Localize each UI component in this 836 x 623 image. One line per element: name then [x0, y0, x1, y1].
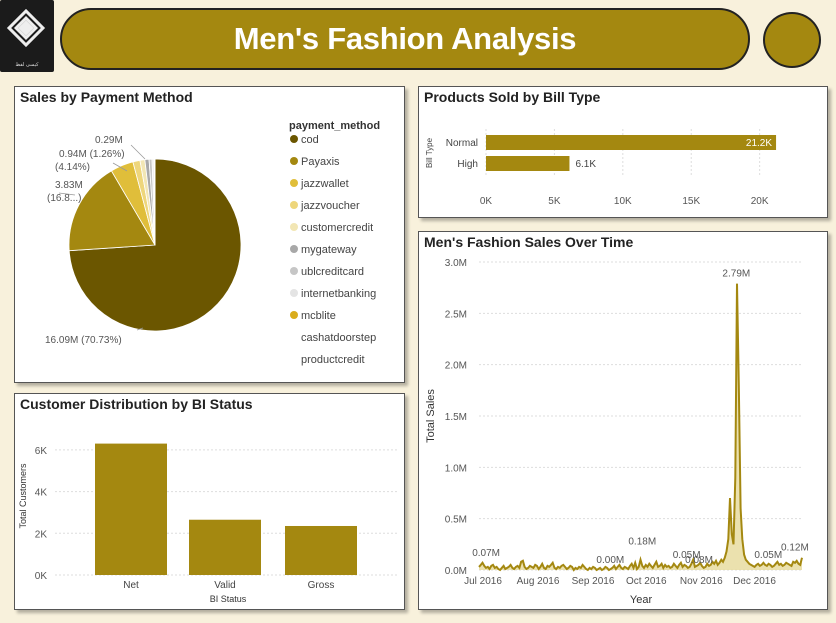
- pie-data-label-line2: (16.8...): [47, 193, 81, 204]
- legend-item-internetbanking[interactable]: internetbanking: [301, 288, 376, 300]
- sales-over-time-panel: Men's Fashion Sales Over Time 0.0M 0.5M 1.…: [418, 231, 828, 610]
- payment-method-panel: Sales by Payment Method 16.09M (70.73%) 3…: [14, 86, 405, 383]
- logo-mark-icon: [6, 8, 46, 48]
- pie-legend-title: payment_method: [289, 120, 380, 132]
- legend-item-jazzvoucher[interactable]: jazzvoucher: [300, 200, 360, 212]
- time-ytick-label: 1.5M: [445, 412, 467, 423]
- time-xlabel: Year: [630, 594, 653, 606]
- pie-leader-line: [58, 192, 76, 196]
- brand-logo: کیسی لفظ: [0, 0, 54, 72]
- legend-item-cashatdoorstep[interactable]: cashatdoorstep: [301, 332, 376, 344]
- bi-xlabel: BI Status: [210, 594, 247, 604]
- legend-marker-customercredit: [290, 223, 298, 231]
- legend-marker-mygateway: [290, 245, 298, 253]
- bill-bar-high[interactable]: [486, 156, 570, 171]
- time-data-label: 0.05M: [754, 550, 782, 561]
- sales-over-time-area-chart: 0.0M 0.5M 1.0M 1.5M 2.0M 2.5M 3.0M Jul 2016 Aug …: [425, 258, 809, 606]
- legend-marker-Payaxis: [290, 157, 298, 165]
- bi-bar-valid[interactable]: [189, 519, 261, 575]
- time-xtick-label: Sep 2016: [572, 576, 615, 587]
- time-xtick-label: Dec 2016: [733, 576, 776, 587]
- bi-category-label: Net: [123, 580, 139, 591]
- time-ytick-label: 1.0M: [445, 463, 467, 474]
- time-ytick-label: 0.0M: [445, 566, 467, 577]
- page-title: Men's Fashion Analysis: [233, 21, 577, 56]
- pie-slice-Payaxis[interactable]: [68, 170, 156, 252]
- time-ytick-label: 2.0M: [445, 361, 467, 372]
- bi-ytick-label: 0K: [35, 571, 48, 582]
- time-data-label: 0.07M: [472, 548, 500, 559]
- payment-panel-title: Sales by Payment Method: [20, 89, 193, 105]
- bill-category-label: Normal: [446, 138, 478, 149]
- pie-leader-line: [136, 327, 144, 331]
- legend-marker-ublcreditcard: [290, 267, 298, 275]
- legend-item-customercredit[interactable]: customercredit: [301, 222, 373, 234]
- bill-type-panel: Products Sold by Bill Type 0K 5K 10K 15K 20K…: [418, 86, 828, 218]
- bi-ylabel: Total Customers: [18, 463, 28, 529]
- time-xtick-label: Aug 2016: [517, 576, 560, 587]
- legend-item-mcblite[interactable]: mcblite: [301, 310, 336, 322]
- legend-item-cod[interactable]: cod: [301, 134, 319, 146]
- time-ytick-label: 2.5M: [445, 309, 467, 320]
- time-panel-title: Men's Fashion Sales Over Time: [424, 234, 634, 250]
- bill-category-label: High: [457, 159, 478, 170]
- bi-category-label: Gross: [308, 580, 335, 591]
- bill-xtick-label: 10K: [614, 196, 632, 207]
- legend-item-Payaxis[interactable]: Payaxis: [301, 156, 340, 168]
- bill-xtick-label: 15K: [682, 196, 700, 207]
- bi-panel-title: Customer Distribution by BI Status: [20, 396, 253, 412]
- legend-marker-jazzwallet: [290, 179, 298, 187]
- time-data-label: 2.79M: [722, 269, 750, 280]
- bill-value-label: 21.2K: [746, 138, 772, 149]
- legend-marker-jazzvoucher: [290, 201, 298, 209]
- bi-ytick-label: 6K: [35, 446, 48, 457]
- bi-status-panel: Customer Distribution by BI Status 0K 2K 4…: [14, 393, 405, 610]
- legend-item-ublcreditcard[interactable]: ublcreditcard: [301, 266, 364, 278]
- bill-bar-normal[interactable]: [486, 135, 777, 150]
- time-data-label: 0.08M: [685, 555, 713, 566]
- dashboard-title-bar: Men's Fashion Analysis: [60, 8, 750, 70]
- time-data-label: 0.05M: [673, 550, 701, 561]
- round-nav-button[interactable]: [763, 12, 821, 68]
- time-data-label: 0.00M: [596, 555, 624, 566]
- bi-bar-net[interactable]: [95, 443, 167, 575]
- pie-data-label-line2: (4.14%): [55, 162, 90, 173]
- time-ytick-label: 3.0M: [445, 258, 467, 269]
- legend-item-productcredit[interactable]: productcredit: [301, 354, 365, 366]
- bi-bar-gross[interactable]: [285, 525, 357, 575]
- pie-data-label: 0.29M: [95, 135, 123, 146]
- time-ytick-label: 0.5M: [445, 515, 467, 526]
- time-ylabel: Total Sales: [425, 389, 437, 443]
- legend-marker-cod: [290, 135, 298, 143]
- time-data-label: 0.18M: [628, 537, 656, 548]
- legend-item-jazzwallet[interactable]: jazzwallet: [300, 178, 349, 190]
- legend-marker-mcblite: [290, 311, 298, 319]
- bill-value-label: 6.1K: [575, 159, 596, 170]
- time-series-line[interactable]: [478, 283, 803, 572]
- bill-xtick-label: 0K: [480, 196, 493, 207]
- bi-category-label: Valid: [214, 580, 236, 591]
- bill-panel-title: Products Sold by Bill Type: [424, 89, 601, 105]
- bi-ytick-label: 2K: [35, 529, 48, 540]
- pie-leader-line: [112, 162, 128, 172]
- bi-status-bar-chart: 0K 2K 4K 6K Net Valid Gross BI Status Total Cust…: [18, 443, 397, 604]
- bill-type-bar-chart: 0K 5K 10K 15K 20K Normal 21.2K High 6.1K Bill Typ…: [425, 129, 777, 207]
- payment-pie-chart: 16.09M (70.73%) 3.83M (16.8...) 0.94M (1.26…: [45, 120, 380, 366]
- pie-leader-line: [130, 144, 146, 160]
- bill-xtick-label: 5K: [548, 196, 561, 207]
- pie-data-label: 0.94M (1.26%): [59, 149, 125, 160]
- time-xtick-label: Oct 2016: [626, 576, 667, 587]
- legend-item-mygateway[interactable]: mygateway: [301, 244, 357, 256]
- bill-xtick-label: 20K: [751, 196, 769, 207]
- time-data-label: 0.12M: [781, 543, 809, 554]
- time-xtick-label: Nov 2016: [680, 576, 723, 587]
- pie-data-label: 3.83M: [55, 180, 83, 191]
- logo-caption: کیسی لفظ: [15, 62, 39, 68]
- legend-marker-internetbanking: [290, 289, 298, 297]
- time-area-fill: [479, 283, 802, 570]
- time-xtick-label: Jul 2016: [464, 576, 502, 587]
- bill-ylabel: Bill Type: [425, 137, 434, 168]
- pie-data-label: 16.09M (70.73%): [45, 335, 122, 346]
- bi-ytick-label: 4K: [35, 488, 48, 499]
